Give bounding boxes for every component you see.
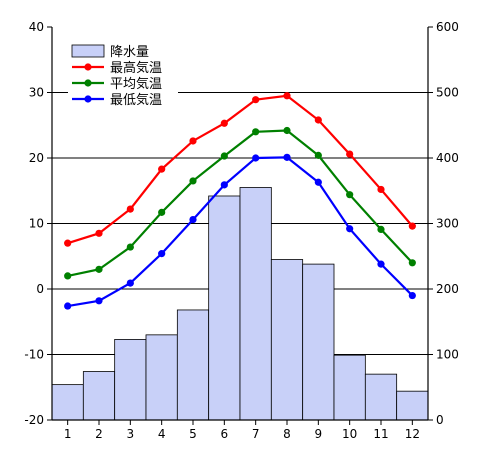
left-tick-label: 10 (29, 217, 44, 231)
series-point (314, 116, 322, 124)
series-point (126, 243, 134, 251)
legend-swatch-bar (71, 44, 105, 58)
series-point (377, 185, 385, 194)
series-point (252, 96, 260, 104)
right-tick-label: 400 (436, 151, 459, 165)
legend-label: 最高気温 (110, 60, 162, 76)
left-tick-label: 30 (29, 86, 44, 100)
precipitation-bar (208, 195, 241, 421)
series-point (126, 205, 134, 213)
series-point (189, 137, 197, 145)
x-tick-label: 3 (127, 427, 135, 441)
legend-label: 降水量 (110, 45, 149, 60)
series-point (64, 239, 72, 247)
series-point (220, 181, 228, 189)
series-point (64, 272, 72, 280)
precipitation-bar (82, 371, 116, 421)
left-tick-label: 0 (36, 282, 44, 296)
precipitation-bar (145, 334, 178, 421)
x-tick-label: 2 (95, 427, 103, 441)
series-point (95, 229, 103, 237)
series-point (252, 128, 260, 136)
precipitation-bar (333, 354, 366, 421)
series-point (252, 154, 260, 162)
series-point (377, 260, 385, 268)
x-tick-label: 4 (158, 427, 166, 441)
precipitation-bar (302, 263, 335, 421)
x-tick-label: 8 (283, 427, 291, 441)
series-point (220, 152, 228, 160)
right-tick-label: 200 (436, 282, 459, 296)
series-point (64, 302, 72, 310)
precipitation-bar (364, 373, 398, 421)
precipitation-bar (114, 339, 147, 421)
x-tick-label: 7 (252, 427, 260, 441)
series-point (189, 177, 197, 185)
precipitation-bar (176, 309, 210, 421)
right-tick-label: 300 (436, 217, 459, 231)
x-tick-label: 9 (315, 427, 323, 441)
x-tick-label: 11 (373, 427, 388, 441)
series-point (158, 208, 166, 216)
series-point (220, 119, 228, 127)
series-point (283, 126, 291, 135)
right-tick-label: 0 (436, 413, 444, 427)
left-tick-label: -10 (24, 348, 44, 362)
series-point (408, 259, 416, 267)
x-tick-label: 1 (64, 427, 72, 441)
series-point (283, 153, 291, 161)
series-point (346, 191, 354, 199)
precipitation-bar (51, 384, 84, 421)
series-line (67, 156, 414, 308)
series-point (158, 165, 166, 173)
series-point (158, 250, 166, 258)
legend-label: 平均気温 (110, 76, 162, 92)
series-point (346, 225, 354, 233)
left-tick-label: 20 (29, 151, 44, 165)
precipitation-bar (239, 187, 272, 421)
right-tick-label: 600 (436, 20, 459, 34)
x-tick-label: 10 (342, 427, 357, 441)
series-line (67, 129, 414, 277)
right-tick-label: 100 (436, 348, 459, 362)
x-tick-label: 6 (221, 427, 229, 441)
series-point (189, 215, 197, 224)
legend-swatch-marker (84, 95, 92, 103)
series-point (408, 222, 416, 230)
series-point (95, 265, 103, 273)
series-point (314, 151, 322, 159)
left-tick-label: -20 (24, 413, 44, 427)
series-line (67, 94, 414, 245)
bar-layer (51, 187, 429, 421)
series-point (283, 92, 291, 100)
right-tick-label: 500 (436, 86, 459, 100)
series-point (408, 291, 416, 300)
series-point (377, 225, 385, 233)
legend-label: 最低気温 (110, 92, 162, 108)
x-tick-label: 12 (405, 427, 420, 441)
precipitation-bar (270, 259, 304, 421)
series-point (314, 178, 322, 186)
left-tick-label: 40 (29, 20, 44, 34)
series-point (95, 297, 103, 305)
series-point (126, 279, 134, 287)
x-tick-label: 5 (189, 427, 197, 441)
series-point (346, 150, 354, 158)
line-layer (64, 92, 416, 310)
legend-swatch-marker (84, 63, 92, 71)
legend-swatch-marker (84, 79, 92, 87)
precipitation-bar (396, 390, 429, 421)
